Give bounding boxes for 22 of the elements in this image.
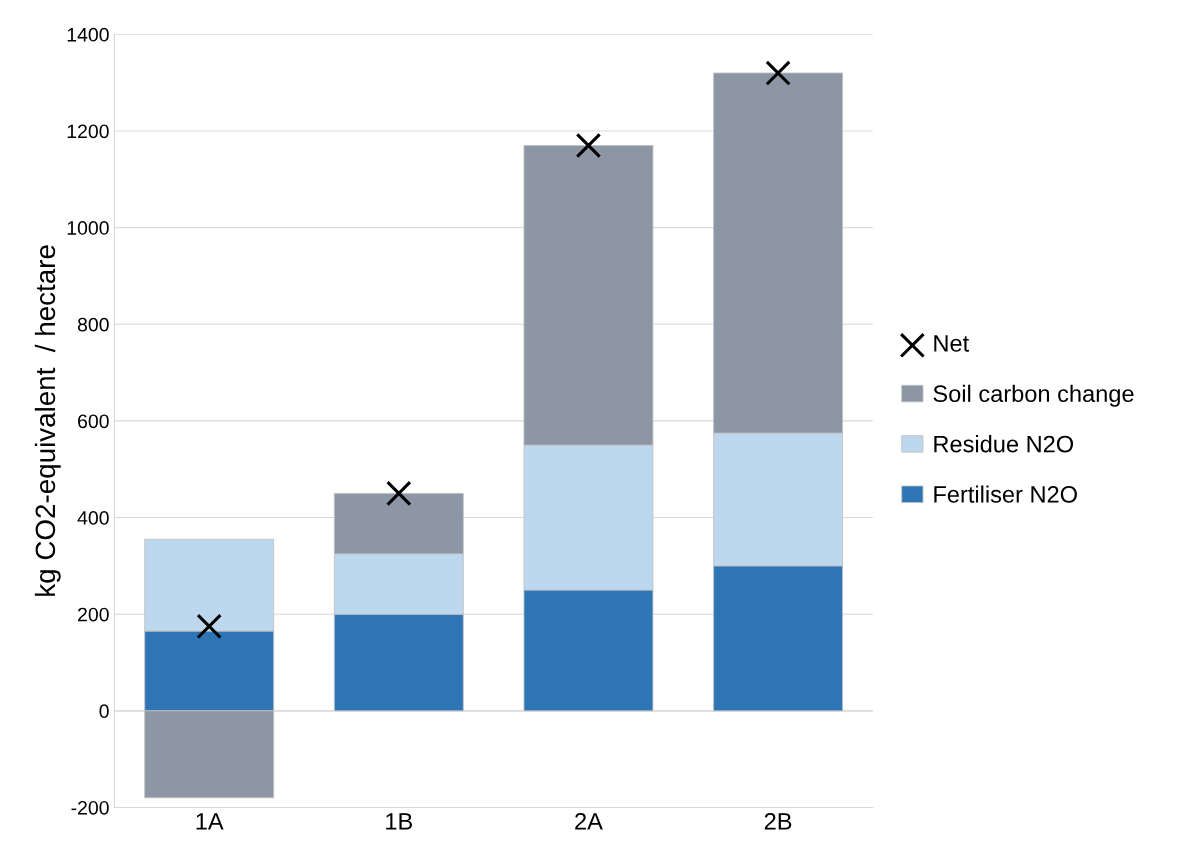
point [575,132,602,159]
point [386,480,412,507]
y-tick-label: -200 [71,800,109,815]
x-tick-label: 1B [386,813,413,830]
y-tick-label: 200 [78,607,109,622]
y-tick-label: 0 [99,704,109,719]
y-tick-label: 800 [77,317,109,332]
legend-label: Fertiliser N2O [934,485,1077,503]
legend-label: Soil carbon change [933,384,1134,407]
point [765,60,791,86]
y-tick-label: 1000 [67,221,109,235]
legend-label: Residue N2O [934,435,1074,453]
y-tick-label: 400 [77,511,109,525]
x-tick-label: 1A [196,813,224,830]
point [196,613,222,639]
y-tick-label: 600 [78,414,109,429]
x-tick-label: 2B [764,812,792,830]
y-tick-label: 1400 [67,27,109,42]
y-axis-title: kg CO2-equivalent / hectare [34,245,61,596]
y-tick-label: 1200 [67,124,109,139]
x-tick-label: 2A [575,812,603,830]
legend-label: Net [934,335,969,352]
